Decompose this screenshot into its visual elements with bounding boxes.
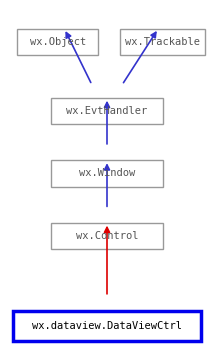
FancyBboxPatch shape (13, 312, 201, 341)
FancyBboxPatch shape (51, 223, 163, 249)
FancyBboxPatch shape (17, 29, 98, 54)
Text: wx.Window: wx.Window (79, 169, 135, 178)
FancyBboxPatch shape (51, 98, 163, 124)
Text: wx.Control: wx.Control (76, 231, 138, 241)
FancyBboxPatch shape (51, 160, 163, 187)
FancyBboxPatch shape (120, 29, 205, 54)
Text: wx.Object: wx.Object (30, 37, 86, 46)
Text: wx.EvtHandler: wx.EvtHandler (66, 106, 148, 116)
Text: wx.dataview.DataViewCtrl: wx.dataview.DataViewCtrl (32, 321, 182, 331)
Text: wx.Trackable: wx.Trackable (125, 37, 200, 46)
